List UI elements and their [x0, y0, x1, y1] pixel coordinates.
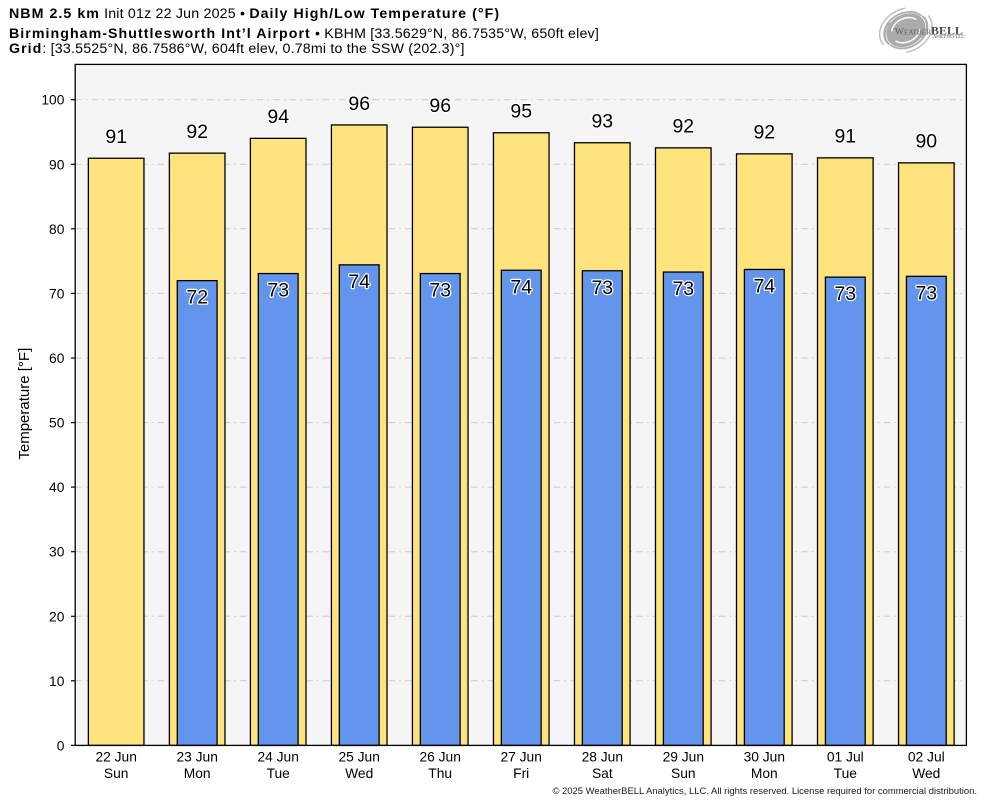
svg-text:60: 60 [49, 351, 65, 366]
svg-text:10: 10 [49, 674, 65, 689]
svg-text:02 Jul: 02 Jul [908, 749, 945, 764]
svg-text:30 Jun: 30 Jun [744, 749, 785, 764]
svg-text:Fri: Fri [513, 766, 529, 781]
svg-text:92: 92 [753, 122, 775, 144]
svg-text:24 Jun: 24 Jun [257, 749, 298, 764]
svg-text:73: 73 [591, 277, 613, 299]
svg-text:80: 80 [49, 222, 65, 237]
svg-text:Mon: Mon [751, 766, 778, 781]
svg-text:72: 72 [186, 287, 208, 309]
svg-text:96: 96 [429, 95, 451, 117]
svg-text:40: 40 [49, 480, 65, 495]
svg-text:73: 73 [915, 282, 937, 304]
svg-text:Tue: Tue [267, 766, 291, 781]
svg-text:Mon: Mon [184, 766, 211, 781]
svg-text:ANALYTICS LLC: ANALYTICS LLC [933, 34, 965, 39]
svg-text:Thu: Thu [428, 766, 452, 781]
svg-text:30: 30 [49, 545, 65, 560]
svg-text:Wed: Wed [345, 766, 373, 781]
svg-text:91: 91 [834, 126, 856, 148]
svg-text:27 Jun: 27 Jun [500, 749, 541, 764]
svg-text:90: 90 [915, 131, 937, 153]
svg-text:95: 95 [510, 101, 532, 123]
svg-text:29 Jun: 29 Jun [663, 749, 704, 764]
svg-text:73: 73 [267, 280, 289, 302]
svg-text:73: 73 [834, 283, 856, 305]
svg-text:22 Jun: 22 Jun [95, 749, 136, 764]
svg-text:25 Jun: 25 Jun [338, 749, 379, 764]
svg-text:100: 100 [41, 93, 64, 108]
svg-text:28 Jun: 28 Jun [582, 749, 623, 764]
svg-text:73: 73 [672, 278, 694, 300]
svg-text:91: 91 [105, 126, 127, 148]
svg-text:74: 74 [753, 276, 775, 298]
svg-text:74: 74 [510, 276, 532, 298]
svg-text:90: 90 [49, 157, 65, 172]
svg-text:Wed: Wed [912, 766, 940, 781]
svg-text:92: 92 [186, 121, 208, 143]
svg-text:Sun: Sun [104, 766, 129, 781]
svg-text:Sat: Sat [592, 766, 613, 781]
svg-text:96: 96 [348, 93, 370, 115]
svg-text:0: 0 [57, 738, 65, 753]
svg-text:50: 50 [49, 416, 65, 431]
svg-text:Sun: Sun [671, 766, 696, 781]
svg-text:Tue: Tue [834, 766, 858, 781]
svg-text:92: 92 [672, 116, 694, 138]
svg-text:23 Jun: 23 Jun [176, 749, 217, 764]
svg-text:26 Jun: 26 Jun [419, 749, 460, 764]
svg-text:73: 73 [429, 280, 451, 302]
svg-text:74: 74 [348, 271, 370, 293]
svg-text:70: 70 [49, 286, 65, 301]
svg-text:94: 94 [267, 106, 289, 128]
svg-text:Temperature [°F]: Temperature [°F] [16, 348, 33, 460]
svg-text:93: 93 [591, 111, 613, 133]
svg-text:01 Jul: 01 Jul [827, 749, 864, 764]
svg-text:20: 20 [49, 609, 65, 624]
